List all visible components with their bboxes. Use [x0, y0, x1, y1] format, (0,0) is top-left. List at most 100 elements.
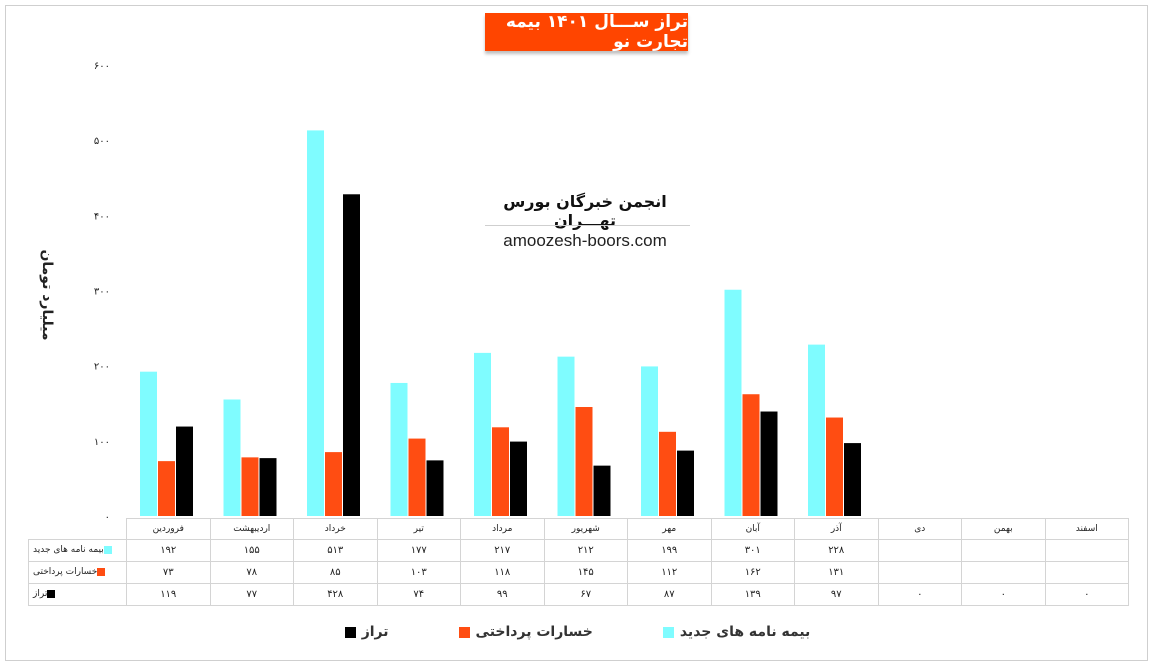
table-corner: [28, 518, 127, 540]
x-tick-label: فروردین: [126, 518, 211, 540]
table-row: تراز ۱۱۹ ۷۷ ۴۲۸ ۷۴ ۹۹ ۶۷ ۸۷ ۱۳۹ ۹۷ ۰ ۰ ۰: [28, 583, 1129, 606]
bar-0-6: [641, 366, 658, 516]
data-label: [1044, 561, 1129, 584]
series-name: تراز: [33, 588, 48, 599]
data-label: ۱۱۹: [126, 583, 211, 606]
data-label: ۰: [877, 583, 962, 606]
chart-title: تراز ســـال ۱۴۰۱ بیمه تجارت نو: [485, 12, 688, 52]
data-label: ۷۴: [376, 583, 461, 606]
x-tick-label: آبان: [710, 518, 795, 540]
x-tick-label: بهمن: [961, 518, 1046, 540]
bar-1-1: [241, 457, 259, 516]
x-tick-label: مرداد: [460, 518, 545, 540]
bar-2-7: [760, 411, 778, 516]
series-swatch: [97, 567, 106, 576]
series-swatch: [103, 545, 112, 554]
bar-2-0: [176, 426, 193, 516]
series-swatch: [47, 589, 56, 598]
data-label: ۸۵: [293, 561, 378, 584]
watermark-url: amoozesh-boors.com: [503, 231, 667, 250]
data-label: ۱۴۵: [543, 561, 628, 584]
data-label: [877, 561, 962, 584]
bar-2-4: [510, 441, 527, 516]
x-tick-label: اردیبهشت: [209, 518, 294, 540]
watermark-divider: [485, 225, 690, 226]
bar-1-7: [742, 394, 760, 516]
legend-swatch: [344, 626, 356, 638]
x-tick-label: مهر: [627, 518, 712, 540]
series-name: بیمه نامه های جدید: [33, 544, 104, 555]
y-tick-label: ۱۰۰: [94, 437, 110, 448]
x-tick-label: دی: [877, 518, 962, 540]
x-tick-label: اسفند: [1044, 518, 1129, 540]
data-label: ۶۷: [543, 583, 628, 606]
bar-2-3: [426, 460, 444, 516]
series-label: تراز: [28, 583, 127, 606]
data-label: ۹۹: [460, 583, 545, 606]
data-label: ۱۹۲: [126, 539, 211, 562]
data-label: [961, 561, 1046, 584]
data-label: ۱۶۲: [710, 561, 795, 584]
x-tick-label: تیر: [376, 518, 461, 540]
series-label: خسارات پرداختی: [28, 561, 127, 584]
data-label: ۲۱۲: [543, 539, 628, 562]
x-tick-label: خرداد: [293, 518, 378, 540]
bar-0-4: [474, 352, 491, 516]
data-label: ۱۹۹: [627, 539, 712, 562]
data-label: ۴۲۸: [293, 583, 378, 606]
data-label: ۰: [961, 583, 1046, 606]
bar-0-2: [307, 130, 324, 516]
series-label: بیمه نامه های جدید: [28, 539, 127, 562]
x-tick-label: آذر: [794, 518, 879, 540]
data-label: ۷۸: [209, 561, 294, 584]
bar-1-4: [492, 427, 509, 516]
bar-1-6: [659, 431, 676, 516]
data-label: ۱۰۳: [376, 561, 461, 584]
data-label: [1044, 539, 1129, 562]
legend-item: تراز: [344, 620, 389, 644]
legend-item: خسارات پرداختی: [458, 620, 593, 644]
data-label: ۷۳: [126, 561, 211, 584]
bar-0-3: [390, 382, 408, 516]
bar-2-2: [343, 194, 360, 516]
y-tick-label: ۰: [105, 512, 110, 523]
legend-label: بیمه نامه های جدید: [679, 624, 811, 640]
y-tick-label: ۳۰۰: [94, 287, 110, 298]
bar-1-8: [826, 417, 843, 516]
bar-0-0: [140, 371, 157, 516]
data-label: ۳۰۱: [710, 539, 795, 562]
data-label: ۱۳۱: [794, 561, 879, 584]
table-row: خسارات پرداختی ۷۳ ۷۸ ۸۵ ۱۰۳ ۱۱۸ ۱۴۵ ۱۱۲ ۱۶۲ ۱۳۱: [28, 561, 1129, 584]
data-label: ۲۲۸: [794, 539, 879, 562]
legend-label: خسارات پرداختی: [475, 624, 593, 640]
data-label: ۱۵۵: [209, 539, 294, 562]
bar-1-2: [325, 452, 342, 516]
bar-2-8: [844, 443, 861, 516]
table-row: بیمه نامه های جدید ۱۹۲ ۱۵۵ ۵۱۳ ۱۷۷ ۲۱۷ ۲۱۲ ۱۹۹ ۳…: [28, 539, 1129, 562]
bar-2-5: [593, 465, 611, 516]
bar-0-7: [724, 289, 742, 516]
bar-2-1: [259, 458, 277, 516]
bar-0-5: [557, 356, 575, 516]
x-tick-label: شهریور: [543, 518, 628, 540]
data-label: [877, 539, 962, 562]
legend-item: بیمه نامه های جدید: [662, 620, 811, 644]
y-tick-label: ۲۰۰: [94, 362, 110, 373]
data-label: [961, 539, 1046, 562]
data-label: ۲۱۷: [460, 539, 545, 562]
bar-1-3: [408, 438, 426, 516]
bar-2-6: [677, 450, 694, 516]
legend: بیمه نامه های جدید خسارات پرداختی تراز: [0, 620, 1155, 644]
bar-0-1: [223, 399, 241, 516]
y-tick-label: ۴۰۰: [94, 211, 110, 222]
series-name: خسارات پرداختی: [33, 566, 98, 577]
data-table: فروردین اردیبهشت خرداد تیر مرداد شهریور مهر آبا…: [28, 518, 1129, 606]
data-label: ۰: [1044, 583, 1129, 606]
data-label: ۱۷۷: [376, 539, 461, 562]
data-label: ۱۱۸: [460, 561, 545, 584]
bar-1-5: [575, 407, 593, 516]
data-label: ۹۷: [794, 583, 879, 606]
legend-swatch: [662, 626, 674, 638]
bar-0-8: [808, 344, 825, 516]
